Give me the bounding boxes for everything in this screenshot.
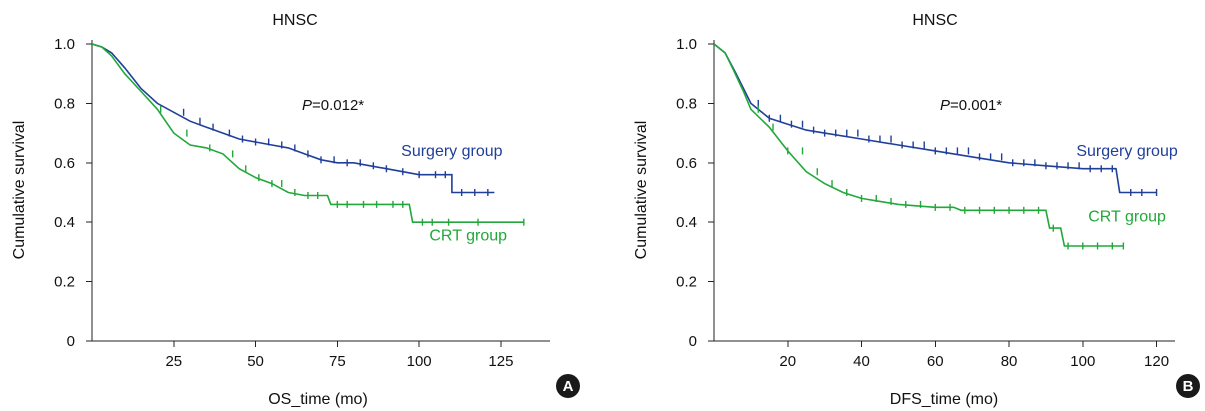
panel-a-badge: A (556, 374, 580, 398)
panel-b-y-tick-label: 0.4 (676, 214, 697, 231)
panel-a-y-axis-title: Cumulative survival (11, 121, 28, 260)
panel-b-series: Surgery group CRT group (713, 43, 1178, 250)
panel-b-x-tick-label: 60 (927, 353, 944, 370)
panel-a-y-tick-label: 0.4 (54, 214, 75, 231)
panel-b-y-axis-title: Cumulative survival (633, 121, 650, 260)
panel-a-x-axis-title: OS_time (mo) (268, 391, 368, 408)
panel-b-badge-letter: B (1183, 378, 1194, 395)
panel-a-crt-curve (91, 43, 524, 223)
panel-b-badge-circle (1176, 374, 1200, 398)
panel-b-y-tick-label: 0.6 (676, 155, 697, 172)
panel-b-p-value: P=0.001* (940, 97, 1002, 114)
panel-b-surgery-label: Surgery group (1076, 143, 1177, 160)
panel-a-p-label: P (302, 97, 312, 114)
panel-b-y-ticks: 0 0.2 0.4 0.6 0.8 1.0 (676, 36, 714, 350)
panel-b-crt-label: CRT group (1088, 208, 1166, 225)
panel-a-badge-circle (556, 374, 580, 398)
panel-b-title: HNSC (912, 12, 957, 29)
panel-a-series: Surgery group CRT group (91, 43, 525, 245)
panel-a-y-tick-label: 0.6 (54, 155, 75, 172)
panel-a-y-tick-label: 0 (67, 333, 75, 350)
panel-b-y-tick-label: 0 (689, 333, 697, 350)
panel-a-y-ticks: 0 0.2 0.4 0.6 0.8 1.0 (54, 36, 92, 350)
panel-a-x-tick-label: 100 (407, 353, 432, 370)
panel-a-y-tick-label: 1.0 (54, 36, 75, 53)
panel-b: HNSC 0 0.2 0.4 0.6 0.8 1.0 20 40 60 80 100 120 Cum… (633, 12, 1200, 408)
panel-b-crt-curve (713, 43, 1124, 247)
panel-b-p-number: =0.001* (950, 97, 1002, 114)
panel-a-p-number: =0.012* (312, 97, 364, 114)
panel-a-x-tick-label: 75 (329, 353, 346, 370)
panel-b-y-tick-label: 0.2 (676, 274, 697, 291)
panel-b-badge: B (1176, 374, 1200, 398)
panel-b-x-tick-label: 20 (779, 353, 796, 370)
panel-b-x-ticks: 20 40 60 80 100 120 (779, 341, 1169, 370)
panel-a-p-value: P=0.012* (302, 97, 364, 114)
panel-a-title: HNSC (272, 12, 317, 29)
panel-b-y-tick-label: 1.0 (676, 36, 697, 53)
panel-a-x-ticks: 25 50 75 100 125 (165, 341, 513, 370)
panel-b-x-tick-label: 100 (1070, 353, 1095, 370)
panel-b-p-label: P (940, 97, 950, 114)
panel-b-x-tick-label: 80 (1001, 353, 1018, 370)
panel-a-surgery-curve (91, 43, 495, 194)
panel-a: HNSC 0 0.2 0.4 0.6 0.8 1.0 25 50 75 100 125 Cumul… (11, 12, 580, 408)
panel-a-x-tick-label: 25 (165, 353, 182, 370)
panel-a-surgery-label: Surgery group (401, 143, 502, 160)
panel-b-x-tick-label: 40 (853, 353, 870, 370)
panel-a-x-tick-label: 50 (247, 353, 264, 370)
panel-b-x-tick-label: 120 (1144, 353, 1169, 370)
panel-a-crt-label: CRT group (429, 228, 507, 245)
panel-a-y-tick-label: 0.8 (54, 95, 75, 112)
panel-a-x-tick-label: 125 (488, 353, 513, 370)
panel-a-badge-letter: A (563, 378, 574, 395)
panel-a-y-tick-label: 0.2 (54, 274, 75, 291)
panel-b-x-axis-title: DFS_time (mo) (890, 391, 998, 408)
panel-b-y-tick-label: 0.8 (676, 95, 697, 112)
